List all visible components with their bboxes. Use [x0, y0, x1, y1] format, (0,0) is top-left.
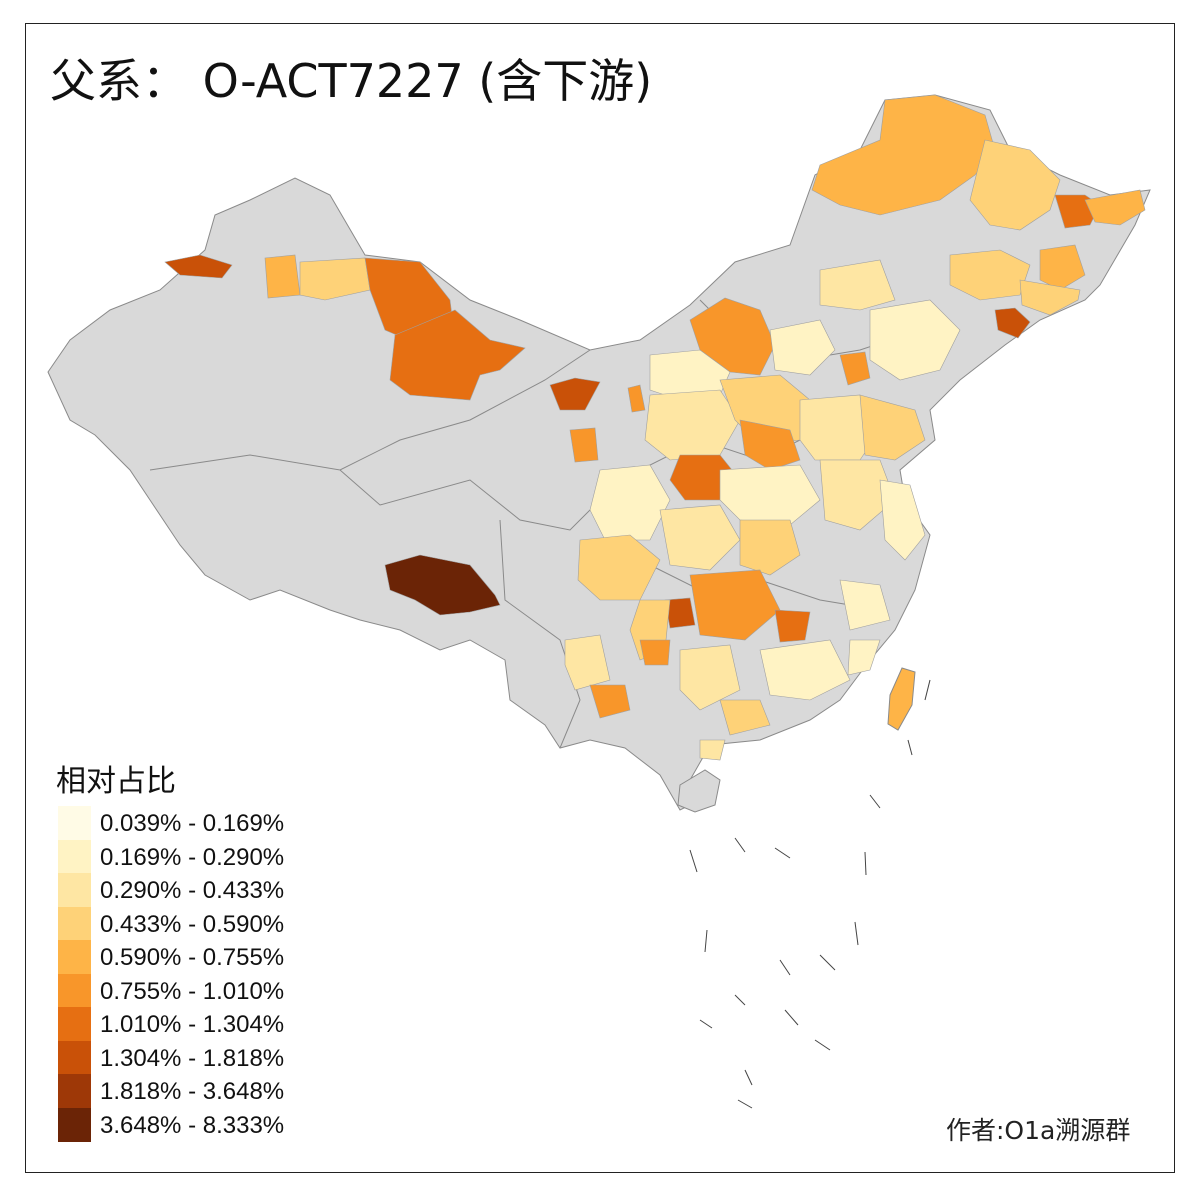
legend-label: 1.010% - 1.304%: [100, 1011, 285, 1038]
legend-item: 0.590% - 0.755%: [58, 940, 358, 974]
region: [1019, 279, 1081, 316]
region: [264, 254, 301, 299]
legend-label: 0.755% - 1.010%: [100, 978, 285, 1005]
region: [1084, 189, 1146, 226]
region: [589, 684, 631, 719]
legend-item: 1.818% - 3.648%: [58, 1074, 358, 1108]
legend-swatch: [58, 1108, 91, 1142]
region: [589, 464, 671, 541]
region: [569, 427, 599, 463]
legend-swatch: [58, 840, 91, 874]
legend-label: 0.039% - 0.169%: [100, 810, 285, 837]
region: [549, 377, 601, 411]
region: [164, 254, 233, 279]
region: [719, 699, 771, 736]
legend-item: 1.304% - 1.818%: [58, 1041, 358, 1075]
region: [969, 139, 1061, 231]
legend-item: 3.648% - 8.333%: [58, 1108, 358, 1142]
legend-swatch: [58, 940, 91, 974]
region: [859, 394, 926, 461]
legend-title: 相对占比: [56, 764, 176, 799]
map-frame: [25, 23, 1175, 1173]
author-credit: 作者:O1a溯源群: [946, 1116, 1131, 1145]
region: [769, 319, 836, 376]
region: [994, 307, 1031, 339]
legend-item: 0.755% - 1.010%: [58, 974, 358, 1008]
legend-item: 0.290% - 0.433%: [58, 873, 358, 907]
legend-swatch: [58, 974, 91, 1008]
map-title: 父系： O-ACT7227 (含下游): [50, 54, 653, 108]
legend-label: 1.818% - 3.648%: [100, 1078, 285, 1105]
region: [839, 351, 871, 386]
legend-label: 1.304% - 1.818%: [100, 1045, 285, 1072]
region: [774, 609, 811, 643]
legend-item: 0.169% - 0.290%: [58, 840, 358, 874]
legend-swatch: [58, 1074, 91, 1108]
region: [659, 504, 741, 571]
region: [384, 554, 501, 616]
legend-swatch: [58, 1007, 91, 1041]
region: [819, 259, 896, 311]
region: [879, 479, 926, 561]
legend-label: 0.169% - 0.290%: [100, 844, 285, 871]
south-china-sea-islands: [689, 679, 931, 1109]
legend-item: 0.039% - 0.169%: [58, 806, 358, 840]
legend-swatch: [58, 806, 91, 840]
legend-swatch: [58, 1041, 91, 1075]
region: [869, 299, 961, 381]
legend-label: 0.290% - 0.433%: [100, 877, 285, 904]
region: [389, 309, 526, 401]
hainan-island: [677, 769, 721, 813]
region: [739, 519, 801, 576]
region-fills: [164, 94, 1146, 761]
region: [299, 257, 371, 301]
region: [839, 579, 891, 631]
region: [627, 384, 646, 413]
province-borders: [149, 299, 921, 749]
legend-swatch: [58, 907, 91, 941]
taiwan-island: [887, 667, 916, 731]
region: [847, 639, 881, 676]
legend-label: 0.433% - 0.590%: [100, 911, 285, 938]
region: [689, 569, 781, 641]
legend-label: 0.590% - 0.755%: [100, 944, 285, 971]
region: [639, 639, 671, 666]
legend-swatch: [58, 873, 91, 907]
legend-item: 0.433% - 0.590%: [58, 907, 358, 941]
legend-label: 3.648% - 8.333%: [100, 1112, 285, 1139]
region: [739, 419, 801, 471]
region: [949, 249, 1031, 301]
region: [699, 739, 726, 761]
region: [1039, 244, 1086, 291]
region: [759, 639, 851, 701]
legend-item: 1.010% - 1.304%: [58, 1007, 358, 1041]
region: [819, 459, 896, 531]
